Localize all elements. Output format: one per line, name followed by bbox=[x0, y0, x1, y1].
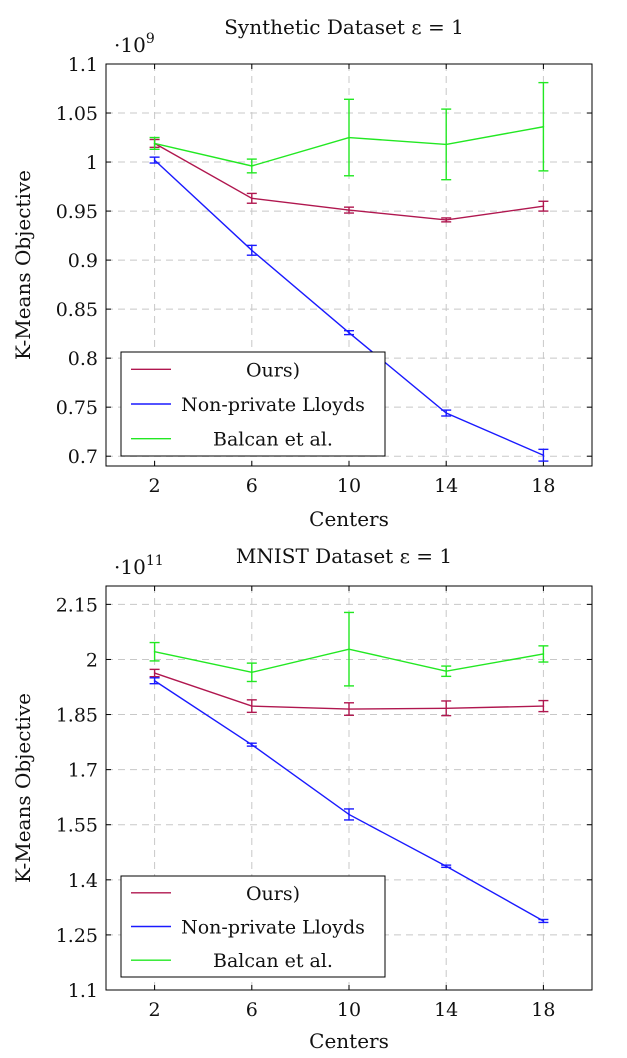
y-tick-label: 1.25 bbox=[56, 925, 98, 947]
y-tick-label: 1.55 bbox=[56, 815, 98, 837]
y-tick-label: 0.95 bbox=[56, 201, 98, 223]
data-point bbox=[542, 653, 545, 655]
data-point bbox=[348, 648, 350, 650]
x-tick-label: 18 bbox=[531, 475, 555, 497]
y-tick-label: 0.8 bbox=[68, 348, 98, 370]
x-tick-label: 2 bbox=[149, 999, 161, 1021]
data-point bbox=[348, 813, 350, 816]
data-point bbox=[445, 143, 448, 146]
y-scale-label: ·109 bbox=[114, 31, 155, 57]
y-tick-label: 2.15 bbox=[56, 594, 98, 616]
x-tick-label: 14 bbox=[434, 475, 458, 497]
x-tick-label: 10 bbox=[337, 475, 361, 497]
y-tick-label: 1.05 bbox=[56, 103, 98, 125]
data-point bbox=[542, 205, 545, 207]
y-tick-label: 0.7 bbox=[68, 446, 98, 468]
chart-title: Synthetic Dataset ε = 1 bbox=[224, 15, 464, 39]
x-tick-label: 18 bbox=[531, 999, 555, 1021]
y-axis-label: K-Means Objective bbox=[11, 693, 35, 883]
y-tick-label: 0.85 bbox=[56, 299, 98, 321]
data-point bbox=[251, 165, 253, 167]
data-point bbox=[348, 209, 350, 211]
legend: Ours) Non-private Lloyds Balcan et al. bbox=[120, 875, 386, 978]
data-point bbox=[251, 197, 253, 200]
series-3 bbox=[149, 611, 549, 687]
data-point bbox=[153, 650, 156, 653]
legend-label: Non-private Lloyds bbox=[181, 917, 365, 939]
x-tick-label: 2 bbox=[149, 475, 161, 497]
legend-label: Ours) bbox=[246, 883, 300, 905]
data-point bbox=[542, 454, 545, 457]
y-tick-label: 1.7 bbox=[68, 760, 98, 782]
y-tick-label: 0.75 bbox=[56, 397, 98, 419]
series-3 bbox=[149, 81, 549, 181]
data-point bbox=[542, 125, 545, 128]
chart-title: MNIST Dataset ε = 1 bbox=[236, 544, 452, 568]
legend-label: Non-private Lloyds bbox=[181, 394, 365, 416]
y-axis-label: K-Means Objective bbox=[11, 170, 35, 360]
y-tick-label: 1.4 bbox=[68, 870, 98, 892]
series-1 bbox=[149, 668, 549, 717]
data-point bbox=[542, 920, 545, 922]
y-scale-label: ·1011 bbox=[114, 553, 164, 579]
legend: Ours) Non-private Lloyds Balcan et al. bbox=[120, 351, 386, 457]
legend-label: Balcan et al. bbox=[213, 950, 333, 972]
y-tick-label: 1 bbox=[86, 152, 98, 174]
data-point bbox=[251, 743, 253, 746]
data-point bbox=[251, 705, 253, 707]
data-point bbox=[348, 708, 350, 710]
y-tick-label: 0.9 bbox=[68, 250, 98, 272]
series-2 bbox=[149, 677, 549, 924]
data-point bbox=[348, 331, 350, 334]
data-point bbox=[348, 136, 350, 139]
data-point bbox=[251, 249, 253, 252]
chart-1: Synthetic Dataset ε = 1 ·109 2 6 10 14 18 0.7 0.… bbox=[11, 15, 593, 531]
x-axis-label: Centers bbox=[309, 507, 389, 531]
data-point bbox=[445, 707, 448, 710]
data-point bbox=[153, 159, 156, 161]
data-point bbox=[445, 865, 448, 868]
x-tick-label: 6 bbox=[246, 999, 258, 1021]
x-axis-label: Centers bbox=[309, 1029, 389, 1053]
y-scale-exponent: 11 bbox=[146, 553, 164, 569]
data-point bbox=[445, 219, 448, 221]
series-2 bbox=[149, 156, 549, 462]
y-tick-label: 1.1 bbox=[68, 54, 98, 76]
data-point bbox=[153, 679, 156, 682]
y-scale-exponent: 9 bbox=[146, 31, 155, 47]
legend-label: Ours) bbox=[246, 359, 300, 381]
x-tick-label: 14 bbox=[434, 999, 458, 1021]
data-point bbox=[251, 671, 253, 674]
y-tick-label: 1.85 bbox=[56, 705, 98, 727]
chart-2: MNIST Dataset ε = 1 ·1011 2 6 10 14 18 1.1 1.25 1… bbox=[11, 544, 593, 1053]
legend-label: Balcan et al. bbox=[213, 429, 333, 451]
data-point bbox=[445, 412, 448, 414]
y-tick-label: 2 bbox=[86, 649, 98, 671]
data-point bbox=[153, 142, 156, 145]
data-point bbox=[153, 672, 156, 674]
x-tick-label: 10 bbox=[337, 999, 361, 1021]
y-tick-label: 1.1 bbox=[68, 980, 98, 1002]
x-tick-label: 6 bbox=[246, 475, 258, 497]
data-point bbox=[445, 670, 448, 673]
data-point bbox=[542, 705, 545, 707]
